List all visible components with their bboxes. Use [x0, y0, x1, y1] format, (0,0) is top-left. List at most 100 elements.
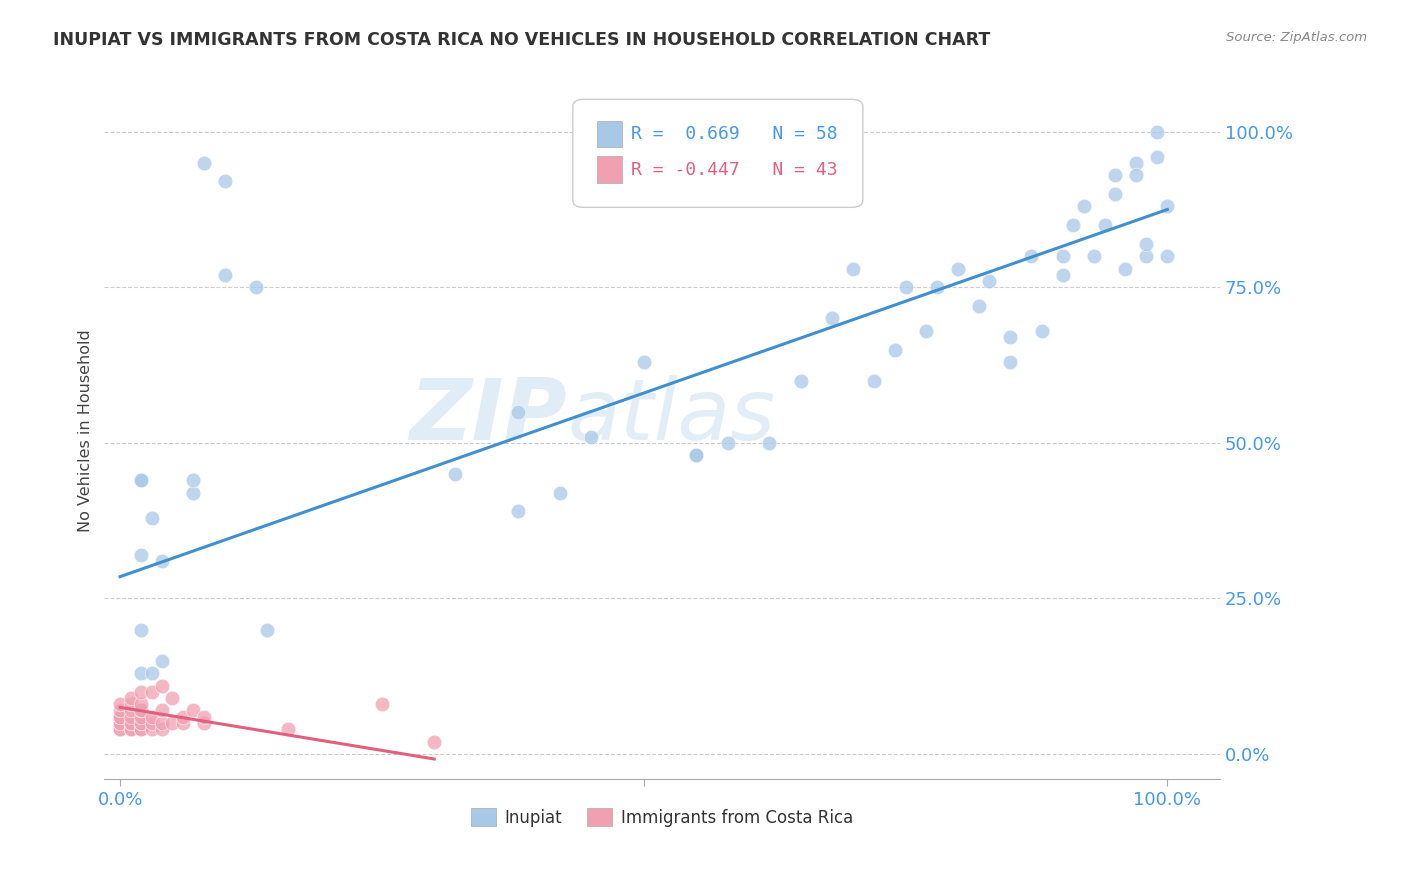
Point: [141, 715, 163, 730]
Point: [1156, 249, 1178, 263]
Point: [1019, 249, 1042, 263]
Point: [108, 703, 131, 717]
Point: [790, 374, 813, 388]
Point: [172, 709, 194, 723]
Point: [1000, 330, 1022, 344]
Point: [506, 504, 529, 518]
Point: [214, 268, 236, 282]
Point: [129, 722, 152, 736]
Point: [967, 299, 990, 313]
Bar: [598, 156, 621, 183]
Point: [120, 698, 142, 712]
Point: [108, 722, 131, 736]
Point: [141, 510, 163, 524]
Point: [129, 623, 152, 637]
Point: [193, 715, 215, 730]
Text: R =  0.669   N = 58: R = 0.669 N = 58: [631, 125, 838, 144]
Point: [193, 709, 215, 723]
Point: [581, 429, 603, 443]
Point: [685, 448, 707, 462]
Point: [108, 715, 131, 730]
Point: [150, 703, 173, 717]
Point: [129, 473, 152, 487]
Point: [256, 623, 278, 637]
Point: [1104, 168, 1126, 182]
Point: [1052, 249, 1074, 263]
Point: [915, 324, 938, 338]
Point: [150, 679, 173, 693]
Point: [821, 311, 844, 326]
Point: [129, 703, 152, 717]
Point: [108, 715, 131, 730]
Bar: [598, 121, 621, 147]
Point: [1156, 199, 1178, 213]
Point: [193, 156, 215, 170]
Point: [162, 691, 184, 706]
Point: [1104, 186, 1126, 201]
Point: [444, 467, 467, 481]
Point: [150, 554, 173, 568]
Point: [1052, 268, 1074, 282]
Point: [245, 280, 267, 294]
Point: [423, 734, 446, 748]
Y-axis label: No Vehicles in Household: No Vehicles in Household: [79, 329, 93, 532]
Point: [842, 261, 865, 276]
Point: [120, 722, 142, 736]
Text: R = -0.447   N = 43: R = -0.447 N = 43: [631, 161, 838, 178]
Point: [183, 703, 205, 717]
Point: [1146, 125, 1168, 139]
Point: [548, 485, 571, 500]
FancyBboxPatch shape: [572, 99, 863, 207]
Point: [183, 485, 205, 500]
Point: [108, 722, 131, 736]
Point: [120, 703, 142, 717]
Point: [1031, 324, 1053, 338]
Point: [129, 698, 152, 712]
Point: [129, 722, 152, 736]
Text: INUPIAT VS IMMIGRANTS FROM COSTA RICA NO VEHICLES IN HOUSEHOLD CORRELATION CHART: INUPIAT VS IMMIGRANTS FROM COSTA RICA NO…: [53, 31, 991, 49]
Point: [633, 355, 655, 369]
Point: [129, 666, 152, 681]
Point: [108, 709, 131, 723]
Point: [129, 715, 152, 730]
Point: [685, 448, 707, 462]
Point: [946, 261, 969, 276]
Point: [1125, 168, 1147, 182]
Point: [172, 715, 194, 730]
Point: [894, 280, 917, 294]
Point: [371, 698, 394, 712]
Point: [1135, 236, 1157, 251]
Point: [120, 722, 142, 736]
Point: [108, 709, 131, 723]
Point: [214, 174, 236, 188]
Point: [979, 274, 1001, 288]
Point: [1000, 355, 1022, 369]
Point: [162, 715, 184, 730]
Point: [1062, 218, 1084, 232]
Point: [506, 405, 529, 419]
Point: [1073, 199, 1095, 213]
Point: [129, 709, 152, 723]
Point: [884, 343, 907, 357]
Point: [120, 691, 142, 706]
Text: atlas: atlas: [567, 375, 775, 458]
Point: [758, 435, 780, 450]
Point: [141, 709, 163, 723]
Point: [716, 435, 738, 450]
Point: [277, 722, 299, 736]
Point: [141, 666, 163, 681]
Point: [150, 715, 173, 730]
Point: [1135, 249, 1157, 263]
Point: [129, 685, 152, 699]
Point: [120, 709, 142, 723]
Point: [129, 715, 152, 730]
Point: [183, 473, 205, 487]
Point: [150, 722, 173, 736]
Point: [141, 722, 163, 736]
Point: [1083, 249, 1105, 263]
Point: [925, 280, 948, 294]
Text: Source: ZipAtlas.com: Source: ZipAtlas.com: [1226, 31, 1367, 45]
Point: [1114, 261, 1136, 276]
Point: [1094, 218, 1116, 232]
Point: [1125, 156, 1147, 170]
